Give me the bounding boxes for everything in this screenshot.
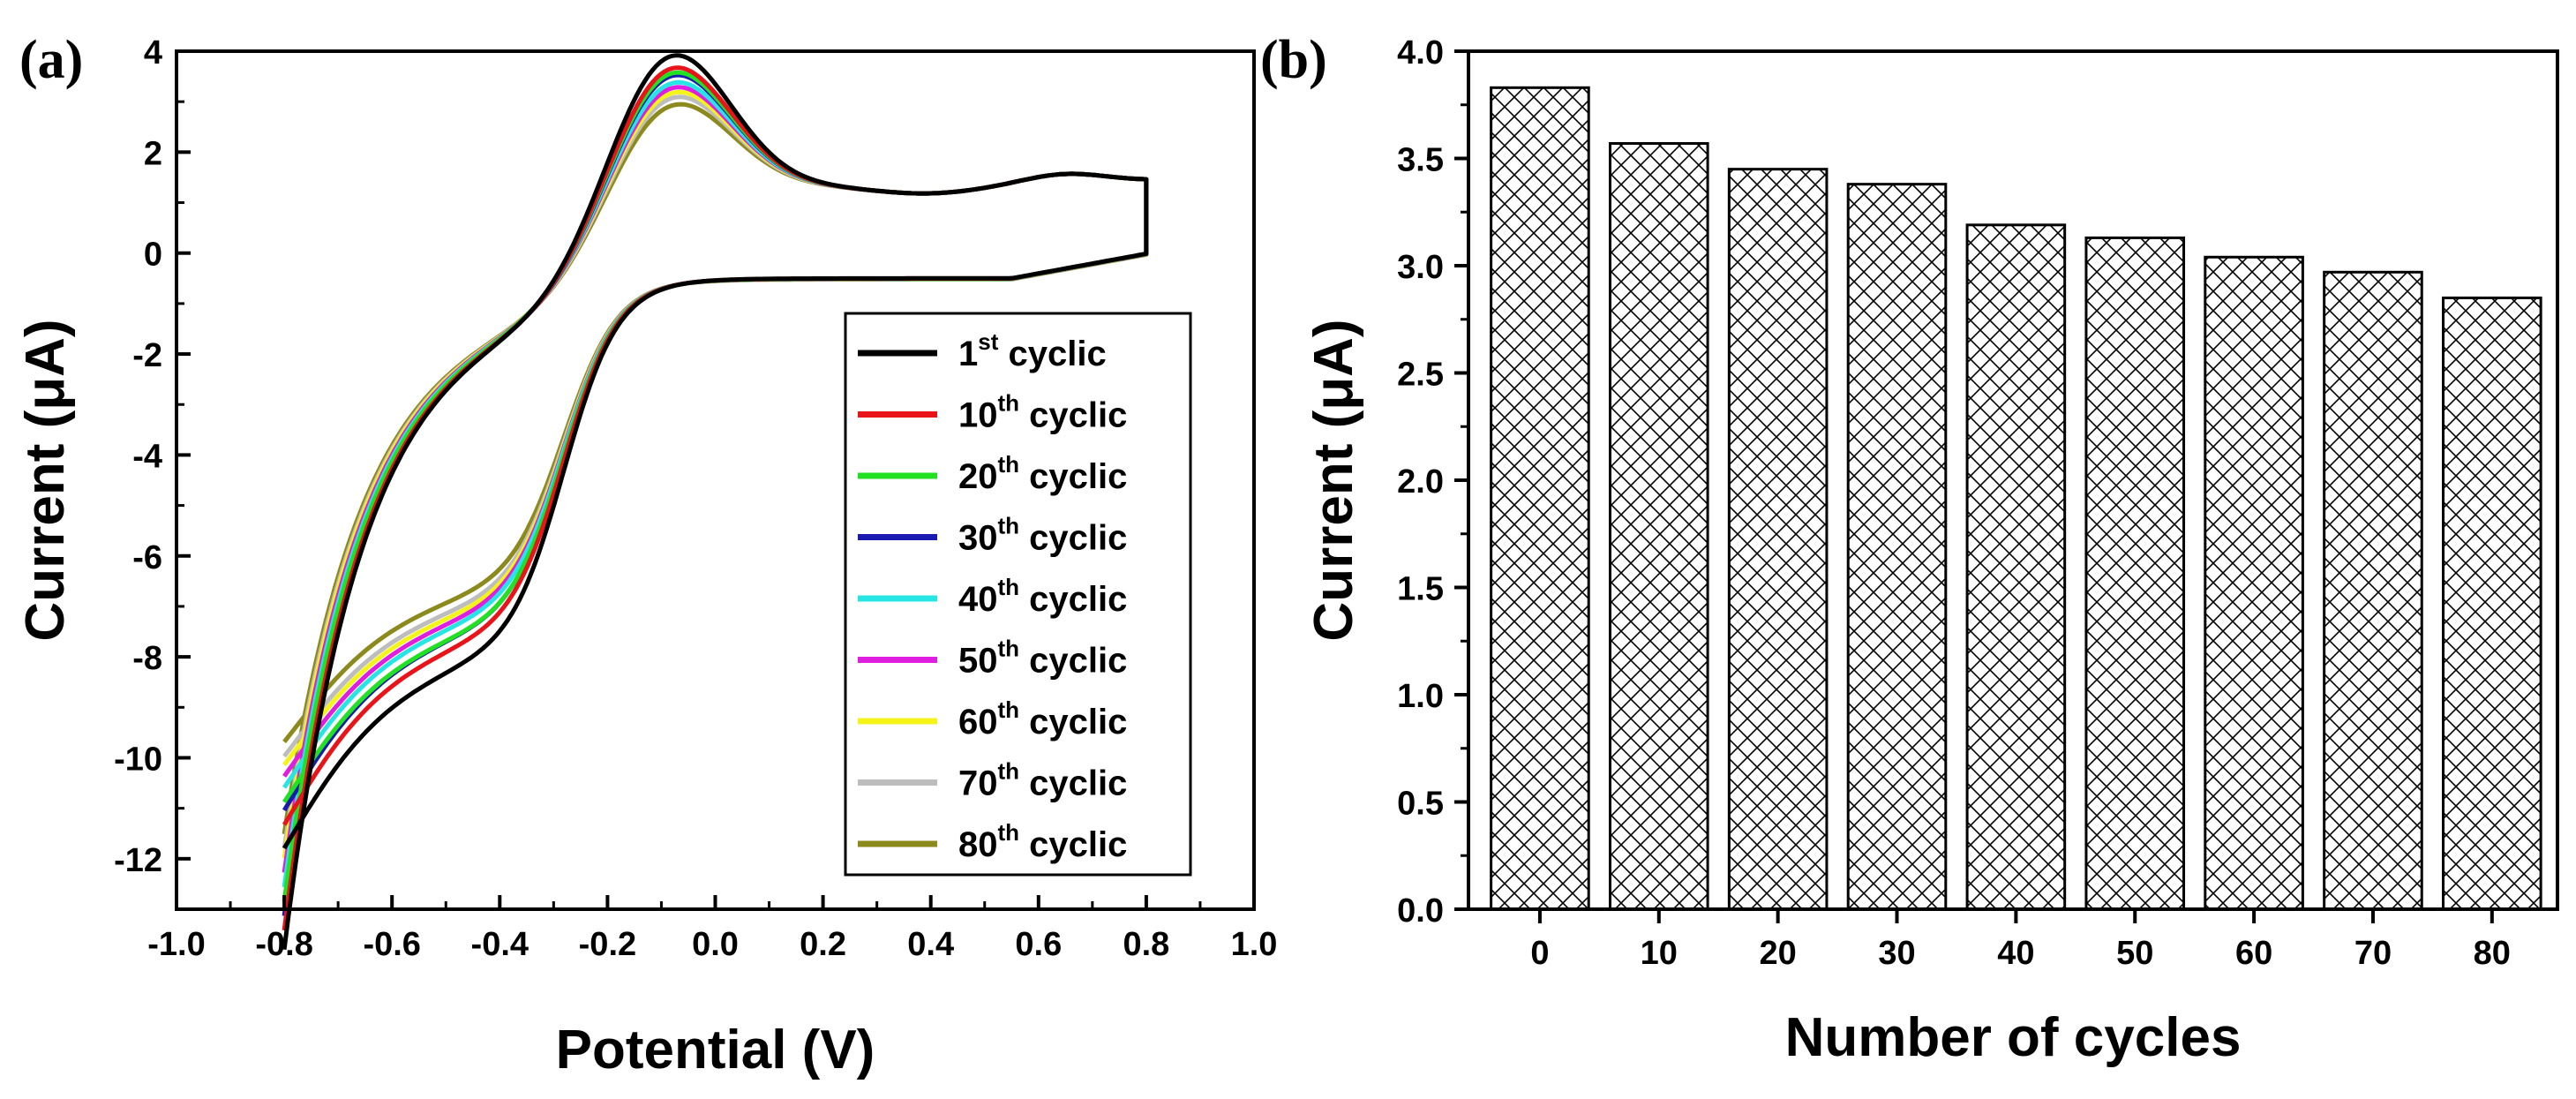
x-tick-label: -1.0 xyxy=(147,926,205,963)
x-tick-label: 50 xyxy=(2116,935,2153,972)
legend-entry: 50th cyclic xyxy=(958,636,1127,681)
cv-y-axis-label: Current (μA) xyxy=(15,319,76,641)
x-tick-label: 60 xyxy=(2235,935,2272,972)
bar-y-axis-label: Current (μA) xyxy=(1303,319,1364,641)
y-tick-label: 3.0 xyxy=(1397,249,1444,286)
bar-series xyxy=(1490,86,2542,911)
x-tick-label: 40 xyxy=(1997,935,2034,972)
bar-x-axis-label: Number of cycles xyxy=(1785,1007,2242,1068)
x-tick-label: -0.6 xyxy=(363,926,420,963)
x-tick-label: -0.4 xyxy=(471,926,529,963)
x-tick-label: 0.4 xyxy=(907,926,954,963)
bar-plot-frame xyxy=(1467,49,2559,911)
cv-series-line xyxy=(282,53,1149,951)
x-tick-label: 0.8 xyxy=(1123,926,1169,963)
legend-entry: 60th cyclic xyxy=(958,696,1127,741)
panel-b-label: (b) xyxy=(1260,30,1327,90)
y-tick-label: 1.5 xyxy=(1397,571,1444,608)
cv-x-axis-label: Potential (V) xyxy=(556,1020,875,1080)
bar xyxy=(2323,270,2423,911)
legend-entry: 10th cyclic xyxy=(958,390,1127,435)
legend-entry: 40th cyclic xyxy=(958,574,1127,619)
panel-a-label: (a) xyxy=(19,30,83,90)
bar xyxy=(1490,86,1590,911)
cv-chart-panel: (a) -1.0 -0.8 -0.6 -0.4 -0.2 0.0 0.2 0.4 0.6 0.8 1… xyxy=(15,30,1277,1080)
cv-plot-frame xyxy=(175,49,1256,911)
legend-entry: 30th cyclic xyxy=(958,513,1127,558)
legend-entry: 80th cyclic xyxy=(958,819,1127,864)
x-tick-label: 30 xyxy=(1878,935,1915,972)
bar xyxy=(1608,141,1709,911)
x-tick-label: 20 xyxy=(1760,935,1797,972)
legend-entry: 20th cyclic xyxy=(958,451,1127,496)
y-tick-label: 2.5 xyxy=(1397,357,1444,394)
x-tick-label: 0.6 xyxy=(1015,926,1062,963)
y-tick-label: -2 xyxy=(132,337,162,374)
cv-curves xyxy=(282,53,1149,951)
y-tick-label: 0.0 xyxy=(1397,892,1444,930)
bar xyxy=(2204,255,2304,911)
y-tick-label: 4.0 xyxy=(1397,34,1444,72)
cv-axis-ticks: -1.0 -0.8 -0.6 -0.4 -0.2 0.0 0.2 0.4 0.6 0.8 1.0 -1… xyxy=(114,34,1277,963)
bar-axis-ticks: 0 10 20 30 40 50 60 70 80 0.0 0.5 1.0 1.5 2.0 2.5 3.0 3.… xyxy=(1397,34,2511,972)
y-tick-label: -4 xyxy=(132,438,162,475)
x-tick-label: 1.0 xyxy=(1231,926,1278,963)
bar xyxy=(1965,223,2067,911)
y-tick-label: -6 xyxy=(132,539,162,576)
cv-legend: 1st cyclic 10th cyclic 20th cyclic 30th cyc… xyxy=(844,312,1192,877)
y-tick-label: 2.0 xyxy=(1397,463,1444,501)
x-tick-label: 80 xyxy=(2474,935,2511,972)
bar xyxy=(2084,236,2186,911)
y-tick-label: -8 xyxy=(132,640,162,677)
y-tick-label: 3.5 xyxy=(1397,142,1444,179)
y-tick-label: 0.5 xyxy=(1397,786,1444,823)
legend-entry: 70th cyclic xyxy=(958,758,1127,803)
bar xyxy=(1846,183,1948,911)
x-tick-label: 0.0 xyxy=(692,926,739,963)
bar xyxy=(1727,168,1829,911)
bar-chart-panel: (b) 0 10 20 30 40 50 60 70 80 0.0 0.5 1.0 1.5 2.0 2.5 3… xyxy=(1260,30,2559,1068)
y-tick-label: -10 xyxy=(114,741,162,778)
x-tick-label: 0 xyxy=(1530,935,1549,972)
x-tick-label: -0.8 xyxy=(255,926,312,963)
x-tick-label: 10 xyxy=(1641,935,1678,972)
x-tick-label: 0.2 xyxy=(800,926,846,963)
bar xyxy=(2442,296,2542,911)
x-tick-label: -0.2 xyxy=(579,926,636,963)
y-tick-label: 0 xyxy=(144,237,162,274)
legend-entry: 1st cyclic xyxy=(958,328,1107,373)
y-tick-label: 4 xyxy=(144,34,162,72)
y-tick-label: 1.0 xyxy=(1397,678,1444,715)
y-tick-label: 2 xyxy=(144,135,162,172)
y-tick-label: -12 xyxy=(114,842,162,879)
x-tick-label: 70 xyxy=(2354,935,2392,972)
